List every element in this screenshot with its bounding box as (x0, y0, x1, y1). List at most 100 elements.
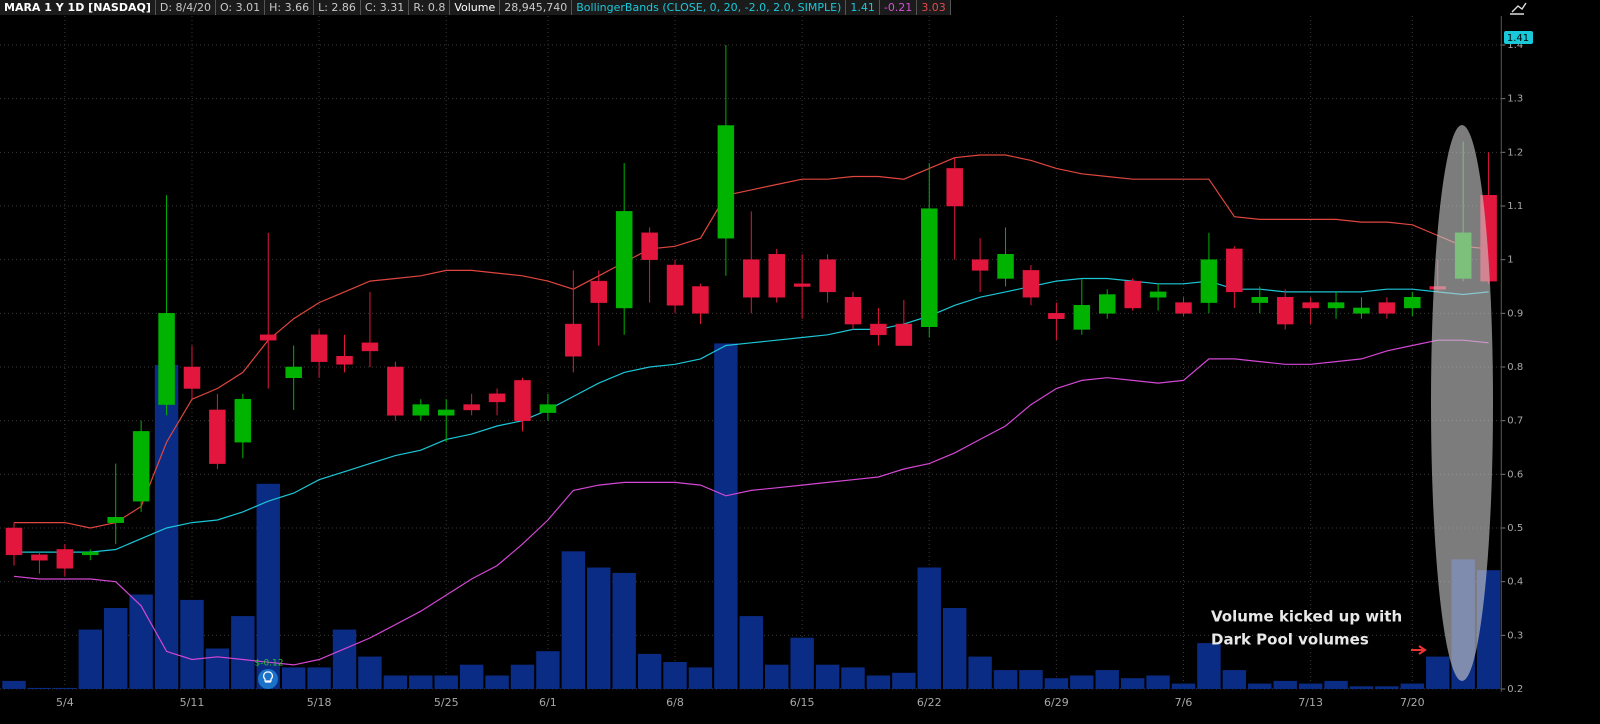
candle-body (768, 254, 785, 298)
volume-bar (459, 664, 484, 689)
header-field: D: 8/4/20 (155, 0, 216, 15)
volume-bar (866, 675, 891, 689)
volume-bar (307, 667, 331, 689)
candle-body (946, 168, 963, 207)
y-tick-label: 1.1 (1507, 201, 1523, 212)
volume-bar (1248, 683, 1272, 689)
price-tag (1504, 31, 1533, 44)
volume-bar (1349, 686, 1374, 689)
y-tick-label: 0.9 (1507, 308, 1523, 319)
y-tick-label: 0.2 (1507, 684, 1523, 695)
candle-body (1175, 302, 1192, 314)
annotation-arrow (1411, 645, 1427, 655)
candle-body (209, 409, 226, 464)
earnings-icon[interactable] (258, 669, 278, 689)
highlight-ellipse (1431, 125, 1493, 681)
x-tick-label: 6/22 (917, 696, 942, 709)
candle-body (539, 404, 557, 413)
study-value: -0.21 (879, 0, 918, 15)
candle-body (743, 259, 760, 298)
y-tick-label: 1 (1507, 255, 1513, 266)
volume-bar (485, 675, 509, 689)
volume-bar (765, 664, 789, 689)
volume-bar (358, 656, 382, 689)
candle-body (870, 323, 887, 336)
chart-header: MARA 1 Y 1D [NASDAQ] D: 8/4/20 O: 3.01 H… (0, 0, 951, 15)
candle-body (1404, 296, 1421, 309)
candle-body (844, 296, 862, 325)
candle-body (336, 356, 353, 365)
candle-body (1149, 291, 1167, 298)
volume-bar (1222, 670, 1247, 689)
volume-bar (688, 667, 713, 689)
price-tag-label: 1.41 (1507, 33, 1529, 44)
band-upper (14, 154, 1489, 529)
x-tick-label: 7/6 (1175, 696, 1193, 709)
volume-bar (1120, 678, 1145, 689)
volume-bar (587, 567, 611, 689)
candle-body (5, 527, 23, 556)
study-value: 3.03 (917, 0, 951, 15)
candle-body (1200, 259, 1218, 303)
candle-body (692, 286, 709, 314)
volume-bar (612, 572, 636, 689)
candle-body (437, 409, 455, 416)
candle-body (82, 551, 99, 556)
earnings-label: $-0.12 (254, 659, 283, 669)
drawing-tool-icon[interactable] (1510, 2, 1527, 15)
volume-label: Volume (450, 0, 501, 15)
volume-bar (256, 483, 280, 689)
volume-bar (332, 629, 357, 689)
volume-bar (1324, 680, 1348, 689)
candle-body (158, 313, 175, 405)
x-tick-label: 5/11 (180, 696, 205, 709)
volume-bar (1197, 643, 1221, 689)
x-tick-label: 6/1 (539, 696, 557, 709)
candle-body (921, 208, 938, 327)
candle-body (285, 366, 302, 378)
y-tick-label: 0.5 (1507, 523, 1523, 534)
volume-bar (663, 662, 687, 689)
candle-body (361, 342, 379, 352)
volume-bar (815, 664, 840, 689)
volume-bar (1019, 670, 1043, 689)
y-tick-label: 0.3 (1507, 630, 1523, 641)
candle-body (1022, 270, 1040, 298)
candle-body (895, 323, 913, 346)
volume-bar (739, 616, 764, 689)
volume-pane (2, 343, 1501, 689)
volume-bar (892, 672, 916, 689)
volume-bar (993, 670, 1018, 689)
volume-bar (205, 648, 230, 689)
volume-bar (27, 687, 52, 689)
volume-bar (790, 637, 814, 689)
y-tick-label: 0.7 (1507, 416, 1523, 427)
x-tick-label: 6/8 (666, 696, 684, 709)
x-tick-label: 5/25 (434, 696, 459, 709)
volume-bar (409, 675, 433, 689)
volume-bar (383, 675, 408, 689)
annotation-text: Volume kicked up with (1211, 608, 1402, 626)
volume-bar (917, 567, 941, 689)
volume-bar (1044, 678, 1069, 689)
volume-bar (1146, 675, 1170, 689)
x-tick-label: 5/4 (56, 696, 74, 709)
volume-bar (1375, 686, 1399, 689)
y-tick-label: 0.4 (1507, 577, 1523, 588)
chart-title: MARA 1 Y 1D [NASDAQ] (0, 0, 156, 15)
volume-bar (231, 616, 255, 689)
candle-body (1073, 305, 1091, 330)
grid (0, 16, 1502, 692)
candle-body (641, 232, 658, 260)
annotation-text: Dark Pool volumes (1211, 631, 1369, 649)
x-tick-label: 6/29 (1044, 696, 1069, 709)
candle-body (1378, 302, 1396, 314)
volume-bar (434, 675, 458, 689)
bollinger-bands (13, 154, 1489, 666)
candle-body (1226, 248, 1243, 293)
candle-body (31, 554, 48, 561)
y-tick-label: 1.2 (1507, 147, 1523, 158)
candle-body (514, 380, 531, 421)
